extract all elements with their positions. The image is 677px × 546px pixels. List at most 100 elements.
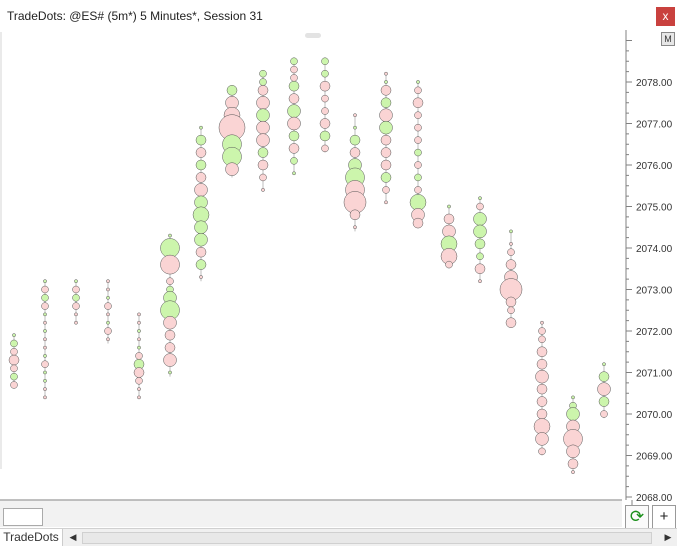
buy-dot <box>43 354 47 358</box>
sell-dot <box>540 320 544 325</box>
sell-dot <box>43 387 47 391</box>
sell-dot <box>536 383 548 395</box>
sell-dot <box>10 348 18 356</box>
sell-dot <box>164 342 176 353</box>
price-tick-label: 2070.00 <box>636 410 673 421</box>
sell-dot <box>476 202 484 211</box>
buy-dot <box>137 329 141 333</box>
sell-dot <box>538 335 546 344</box>
buy-dot <box>194 220 208 234</box>
scroll-right-icon[interactable]: ▶ <box>664 532 672 542</box>
buy-dot <box>321 57 329 65</box>
resize-grip[interactable] <box>305 33 321 38</box>
sell-dot <box>199 275 203 279</box>
price-tick-label: 2074.00 <box>636 244 673 255</box>
time-scroll-strip[interactable] <box>0 500 622 527</box>
sell-dot <box>412 97 424 108</box>
buy-dot <box>106 295 110 300</box>
buy-dot <box>168 233 172 238</box>
price-tick-label: 2077.00 <box>636 120 673 131</box>
sell-dot <box>349 209 361 221</box>
price-tick-label: 2072.00 <box>636 327 673 338</box>
sell-dot <box>571 470 575 474</box>
sell-dot <box>353 225 357 230</box>
window-titlebar: TradeDots: @ES# (5m*) 5 Minutes*, Sessio… <box>0 0 677 30</box>
sell-dot <box>478 279 482 284</box>
sell-dot <box>379 108 393 122</box>
sell-dot <box>106 312 110 317</box>
sell-dot <box>160 254 180 275</box>
buy-dot <box>478 196 482 201</box>
price-tick-label: 2071.00 <box>636 369 673 380</box>
buy-dot <box>259 78 267 86</box>
sell-dot <box>509 242 513 246</box>
buy-dot <box>288 130 300 142</box>
buy-dot <box>416 80 420 84</box>
sell-dot <box>380 85 392 96</box>
refresh-icon[interactable]: ⟳ <box>625 505 649 529</box>
sell-dot <box>474 263 486 274</box>
sell-dot <box>505 317 517 328</box>
buy-dot <box>287 104 301 118</box>
price-tick-label: 2076.00 <box>636 161 673 172</box>
sell-dot <box>225 162 239 176</box>
sell-dot <box>10 364 18 373</box>
sell-dot <box>380 147 392 158</box>
buy-dot <box>473 224 487 239</box>
sell-dot <box>166 277 174 285</box>
tab-tradedots[interactable]: TradeDots <box>0 529 63 546</box>
sell-dot <box>505 259 517 270</box>
sell-dot <box>538 447 546 456</box>
sell-dot <box>505 296 517 308</box>
buy-dot <box>72 294 80 302</box>
sell-dot <box>597 382 611 396</box>
sell-dot <box>195 246 207 258</box>
buy-dot <box>194 232 208 247</box>
buy-dot <box>319 130 331 142</box>
plot-area <box>8 57 611 474</box>
scroll-left-icon[interactable]: ◀ <box>69 532 77 542</box>
sell-dot <box>414 136 422 144</box>
price-axis[interactable]: 2078.00 2077.00 2076.00 2075.00 2074.00 2073.… <box>625 30 673 504</box>
buy-dot <box>259 69 267 78</box>
buy-dot <box>384 80 388 84</box>
sell-dot <box>349 147 361 158</box>
buy-dot <box>349 134 361 146</box>
sell-dot <box>535 432 549 446</box>
sell-dot <box>290 74 298 82</box>
buy-dot <box>195 134 207 146</box>
buy-dot <box>288 80 300 92</box>
buy-dot <box>43 378 47 383</box>
buy-dot <box>476 252 484 261</box>
sell-dot <box>382 186 390 194</box>
buy-dot <box>257 147 269 158</box>
sell-dot <box>8 354 20 366</box>
buy-dot <box>290 57 298 65</box>
horizontal-scrollbar[interactable] <box>82 532 652 544</box>
sell-dot <box>567 458 579 470</box>
buy-dot <box>414 148 422 157</box>
sell-dot <box>137 387 141 391</box>
sell-dot <box>74 312 78 317</box>
m-button[interactable]: M <box>661 32 675 46</box>
price-tick-label: 2078.00 <box>636 78 673 89</box>
buy-dot <box>43 370 47 375</box>
sell-dot <box>536 358 548 370</box>
sell-dot <box>290 65 298 74</box>
sell-dot <box>106 287 110 292</box>
buy-dot <box>474 238 486 250</box>
sell-dot <box>353 113 357 118</box>
add-button[interactable]: + <box>652 505 676 529</box>
sell-dot <box>195 147 207 158</box>
price-tick-label: 2073.00 <box>636 286 673 297</box>
sell-dot <box>164 329 176 341</box>
sell-dot <box>321 107 329 115</box>
buy-dot <box>137 345 141 350</box>
sell-dot <box>137 312 141 317</box>
range-input[interactable] <box>3 508 43 526</box>
sell-dot <box>319 80 331 92</box>
price-tick-label: 2068.00 <box>636 493 673 504</box>
buy-dot <box>447 204 451 209</box>
trade-dots-chart[interactable]: 2078.00 2077.00 2076.00 2075.00 2074.00 2073.… <box>0 30 677 530</box>
close-button[interactable]: x <box>656 7 675 26</box>
